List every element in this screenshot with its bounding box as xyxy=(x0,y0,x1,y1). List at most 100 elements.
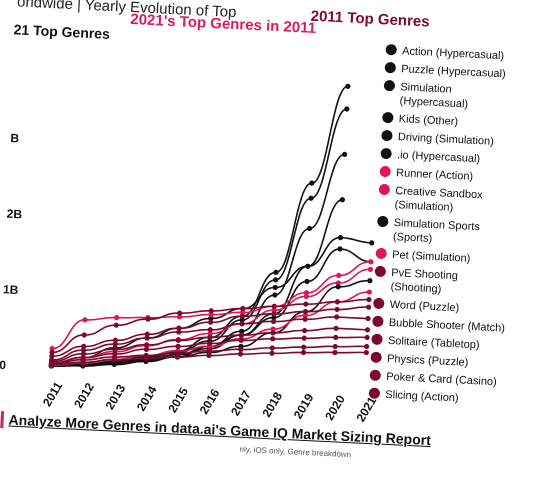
data-point xyxy=(339,197,346,203)
data-point xyxy=(308,195,314,201)
data-point xyxy=(207,327,213,333)
data-point xyxy=(238,332,245,338)
data-point xyxy=(270,336,276,342)
data-point xyxy=(207,330,213,337)
data-point xyxy=(175,337,181,343)
data-point xyxy=(208,315,214,322)
legend-marker xyxy=(384,62,396,74)
data-point xyxy=(332,343,338,350)
legend-entry-label: Kids (Other) xyxy=(399,113,459,128)
data-point xyxy=(337,234,344,241)
legend-entry-label: Solitaire (Tabletop) xyxy=(388,335,480,351)
data-point xyxy=(271,303,277,309)
x-tick-label: 2019 xyxy=(291,391,317,421)
x-tick-label: 2018 xyxy=(259,389,285,419)
data-point xyxy=(237,351,244,357)
data-point xyxy=(240,306,246,312)
data-point xyxy=(302,316,308,322)
data-point xyxy=(335,280,341,286)
legend-marker xyxy=(381,130,393,142)
legend-entry-label: Creative Sandbox xyxy=(395,185,483,201)
data-point xyxy=(270,318,277,325)
data-point xyxy=(113,315,120,321)
data-point xyxy=(238,346,244,353)
x-tick-label: 2011 xyxy=(40,379,66,409)
data-point xyxy=(273,277,279,283)
data-point xyxy=(145,316,151,322)
legend-marker xyxy=(378,184,390,196)
legend-marker xyxy=(374,265,386,277)
legend-marker xyxy=(385,44,397,56)
data-point xyxy=(49,345,55,352)
data-point xyxy=(175,350,181,356)
data-point xyxy=(238,337,244,343)
data-point xyxy=(143,346,150,352)
data-point xyxy=(363,349,369,356)
data-point xyxy=(366,297,372,303)
series-line-5 xyxy=(51,248,371,367)
legend-marker xyxy=(375,247,387,259)
data-point xyxy=(337,246,343,252)
data-point xyxy=(112,346,118,352)
data-point xyxy=(367,278,373,284)
legend-marker xyxy=(373,297,385,309)
data-point xyxy=(345,83,351,89)
data-point xyxy=(112,341,118,347)
legend-entry-label: Runner (Action) xyxy=(396,167,474,183)
legend-marker xyxy=(368,387,380,399)
legend-entry-label: (Shooting) xyxy=(390,281,441,295)
data-point xyxy=(269,345,275,351)
data-point xyxy=(301,344,307,350)
legend-marker xyxy=(382,112,394,124)
data-point xyxy=(300,349,307,356)
data-point xyxy=(303,290,310,296)
data-point xyxy=(364,327,371,333)
legend-entry-label: Action (Hypercasual) xyxy=(402,45,505,62)
data-point xyxy=(49,349,55,355)
data-point xyxy=(335,284,341,290)
data-point xyxy=(81,332,87,338)
data-point xyxy=(305,263,311,269)
data-point xyxy=(368,259,374,265)
legend-entry-label: Driving (Simulation) xyxy=(398,131,494,148)
data-point xyxy=(364,334,370,341)
x-tick-label: 2020 xyxy=(322,392,348,422)
legend: Action (Hypercasual)Puzzle (Hypercasual)… xyxy=(368,44,506,404)
data-point xyxy=(48,361,55,368)
data-point xyxy=(344,106,350,112)
legend-entry-label: Simulation xyxy=(400,81,452,95)
data-point xyxy=(174,354,181,360)
data-point xyxy=(273,269,279,275)
data-point xyxy=(301,327,308,334)
legend-entry-label: Bubble Shooter (Match) xyxy=(389,317,506,335)
data-point xyxy=(334,314,340,320)
data-point xyxy=(49,353,55,359)
data-point xyxy=(112,337,119,343)
data-point xyxy=(206,348,212,354)
data-point xyxy=(206,352,212,359)
series-points xyxy=(48,83,375,369)
data-point xyxy=(332,349,338,356)
x-tick-label: 2017 xyxy=(228,388,254,418)
series-line-0 xyxy=(51,85,349,367)
legend-entry-label: PvE Shooting xyxy=(391,267,458,282)
data-point xyxy=(208,308,214,314)
legend-marker xyxy=(370,351,382,363)
data-point xyxy=(304,278,310,285)
x-tick-label: 2013 xyxy=(103,382,129,412)
data-point xyxy=(302,312,308,319)
data-point xyxy=(81,343,87,349)
data-point xyxy=(270,326,276,332)
x-tick-label: 2014 xyxy=(134,383,160,413)
data-point xyxy=(336,272,342,279)
data-point xyxy=(208,312,214,318)
data-point xyxy=(334,299,341,305)
data-point xyxy=(365,304,372,310)
legend-marker xyxy=(383,80,395,92)
y-tick-label: 2B xyxy=(6,207,22,222)
data-point xyxy=(144,342,150,348)
data-point xyxy=(82,317,88,323)
legend-entry-label: (Hypercasual) xyxy=(399,95,468,110)
